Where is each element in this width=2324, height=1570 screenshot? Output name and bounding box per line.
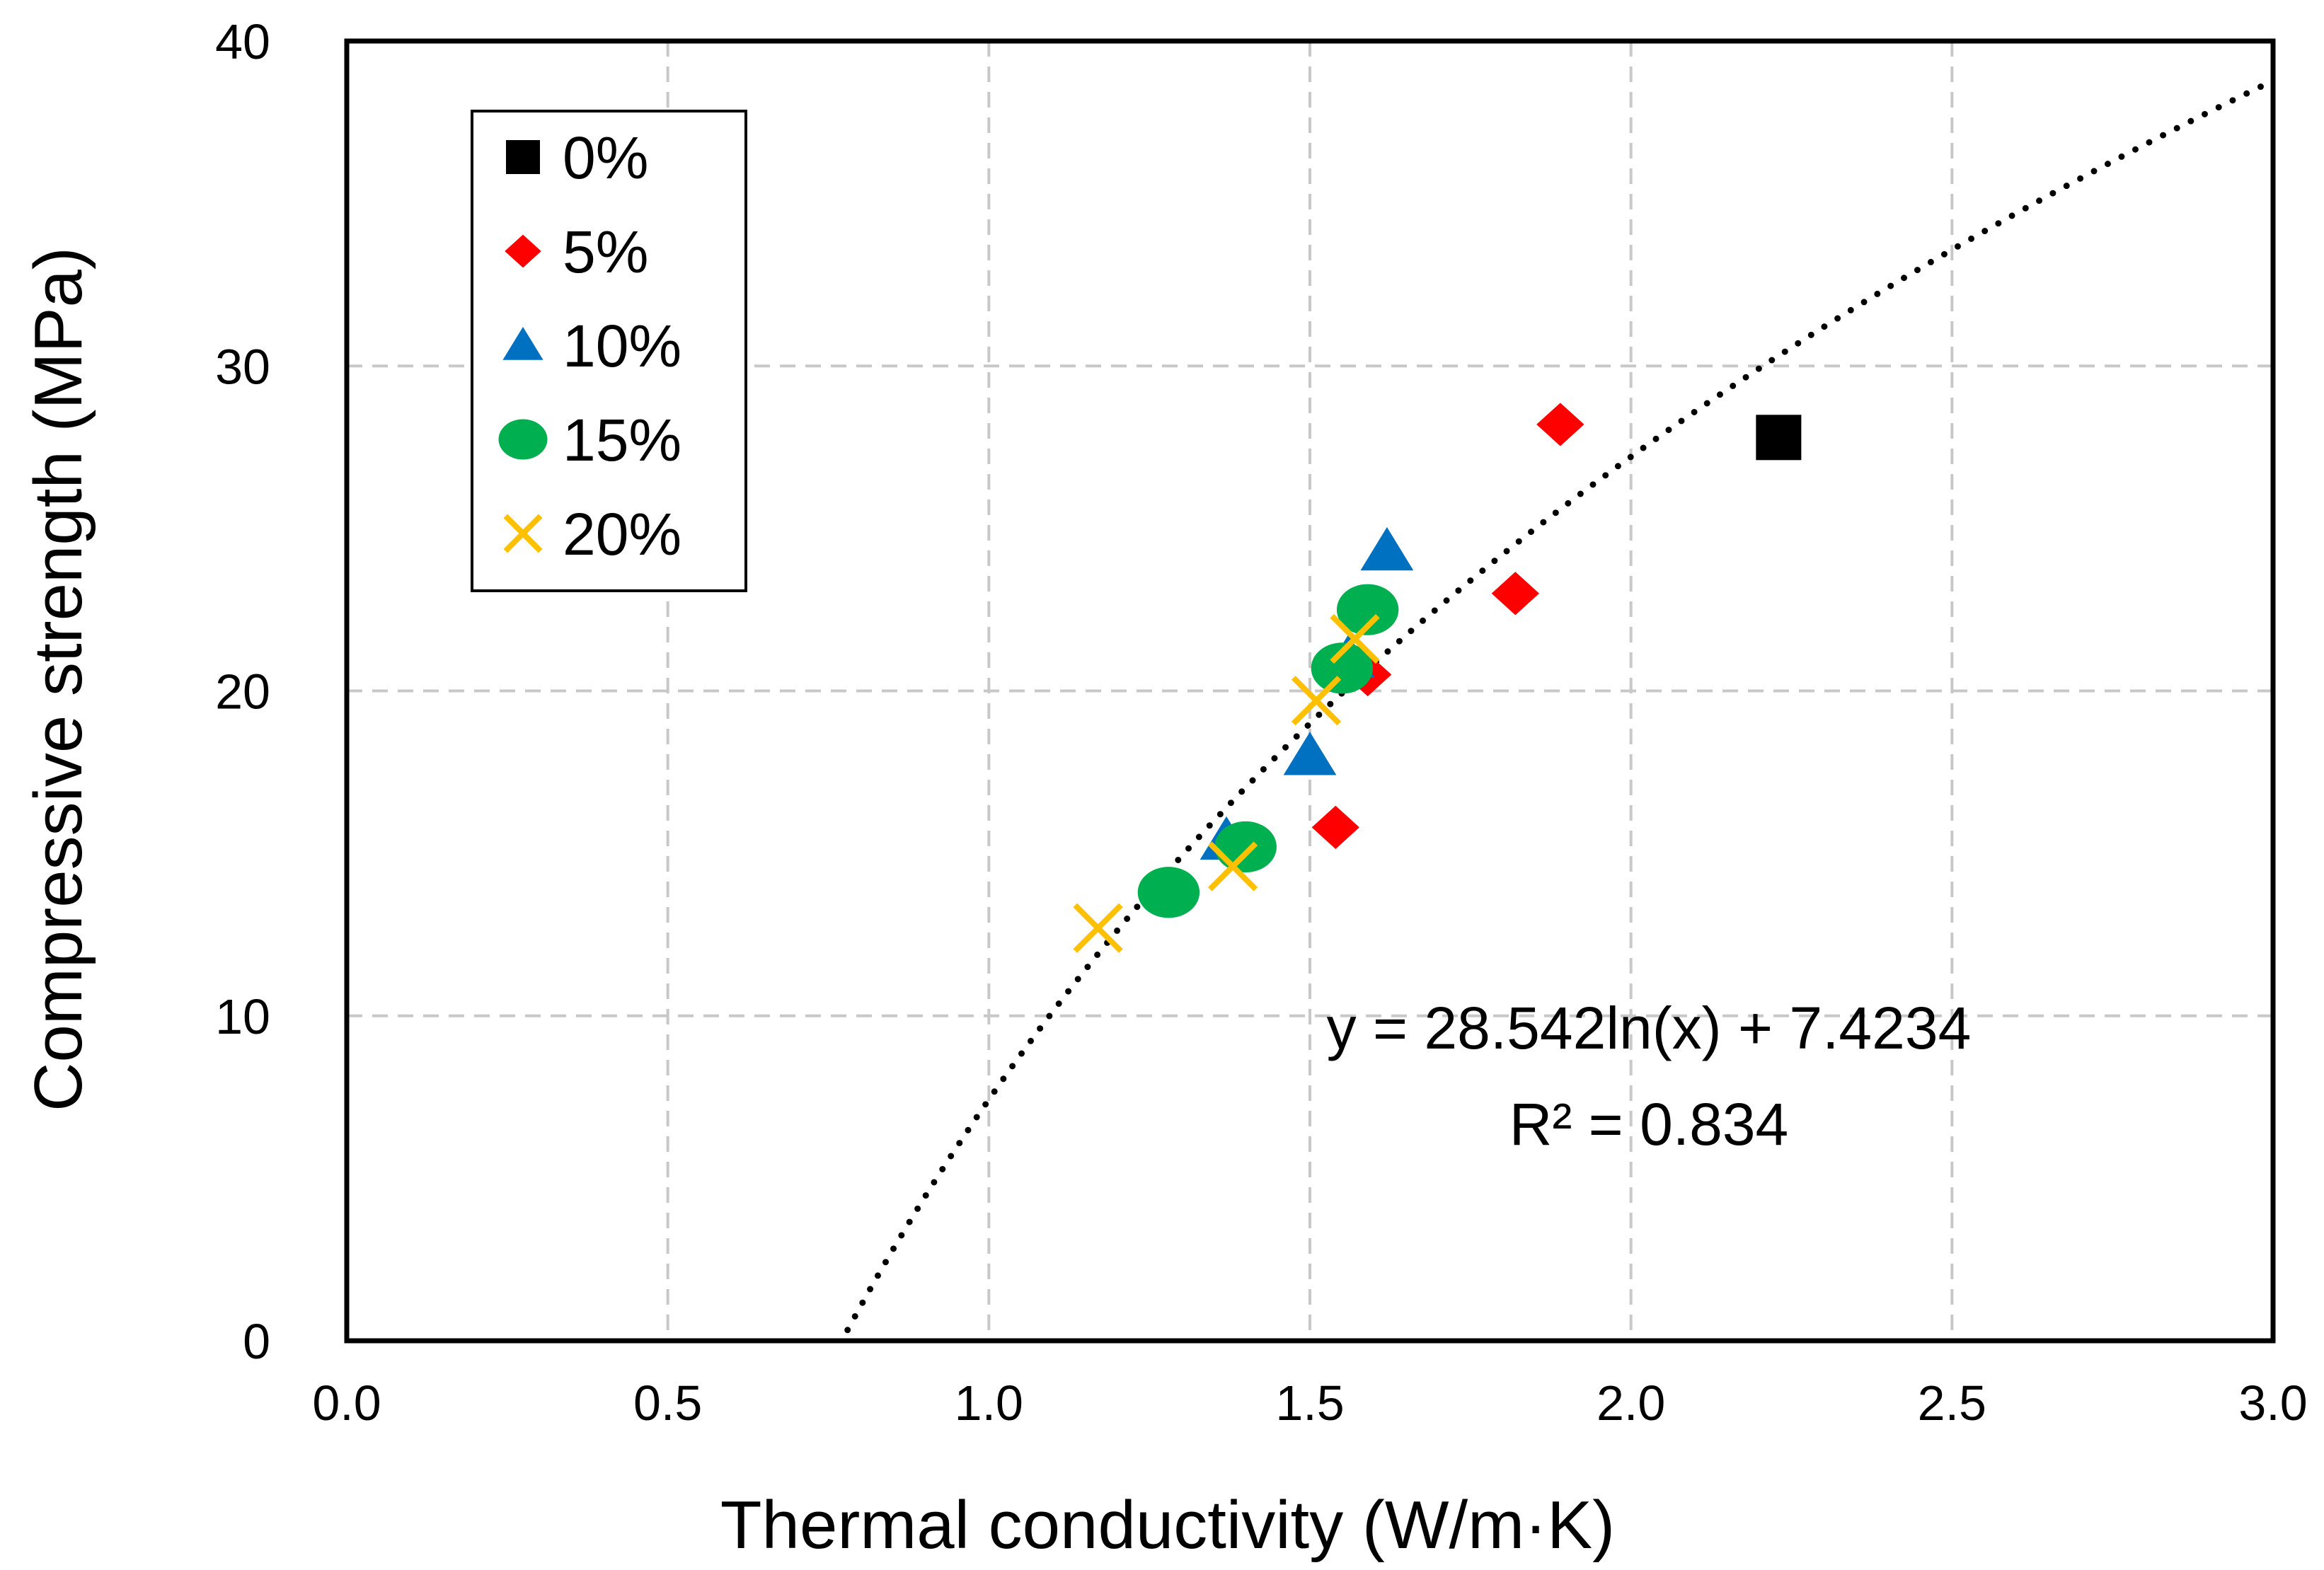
data-point xyxy=(1311,642,1374,694)
legend-marker xyxy=(502,327,543,360)
x-tick-label: 3.0 xyxy=(2238,1375,2307,1431)
data-points xyxy=(1073,403,1802,953)
x-tick-label: 2.5 xyxy=(1918,1375,1986,1431)
x-tick-label: 0.5 xyxy=(633,1375,702,1431)
data-point xyxy=(1311,805,1359,849)
data-point xyxy=(1207,841,1258,891)
data-point xyxy=(1360,527,1414,571)
legend-label: 10% xyxy=(563,313,681,379)
legend-label: 0% xyxy=(563,125,648,191)
plot-area-frame xyxy=(344,38,2276,1344)
series-15pct xyxy=(1137,584,1399,918)
r-squared-value: R² = 0.834 xyxy=(1509,1091,1789,1158)
y-tick-label: 0 xyxy=(243,1314,270,1369)
series-0pct xyxy=(1756,415,1802,461)
legend-marker xyxy=(498,419,548,460)
data-point xyxy=(1330,613,1380,664)
x-axis-title: Thermal conductivity (W/m·K) xyxy=(720,1487,1615,1563)
data-point xyxy=(1214,821,1277,873)
data-point xyxy=(1291,676,1342,726)
x-tick-label: 1.0 xyxy=(955,1375,1023,1431)
data-point-stroke xyxy=(1330,613,1380,664)
data-point-stroke xyxy=(1291,676,1342,726)
trendline-equation: y = 28.542ln(x) + 7.4234 xyxy=(1327,995,1972,1061)
data-point xyxy=(1491,572,1540,616)
data-point-stroke xyxy=(1207,841,1258,891)
y-tick-label: 40 xyxy=(215,14,270,69)
legend-label: 5% xyxy=(563,219,648,285)
x-axis-ticks: 0.0 0.5 1.0 1.5 2.0 2.5 3.0 xyxy=(312,1375,2307,1431)
y-axis-ticks: 0 10 20 30 40 xyxy=(215,14,270,1369)
data-point xyxy=(1073,903,1123,953)
legend-marker xyxy=(505,234,541,268)
legend: 0% 5% 10% 15% 20% xyxy=(471,110,747,592)
series-20pct xyxy=(1073,613,1380,953)
x-tick-label: 1.5 xyxy=(1275,1375,1344,1431)
data-point xyxy=(1536,403,1584,446)
legend-marker xyxy=(503,514,543,553)
legend-label: 15% xyxy=(563,407,681,473)
y-tick-label: 20 xyxy=(215,664,270,720)
legend-marker xyxy=(506,140,540,174)
data-point xyxy=(1336,584,1399,635)
legend-marker-stroke xyxy=(503,514,543,553)
x-tick-label: 0.0 xyxy=(312,1375,381,1431)
data-point xyxy=(1283,732,1337,775)
y-tick-label: 10 xyxy=(215,989,270,1044)
legend-label: 20% xyxy=(563,501,681,567)
y-tick-label: 30 xyxy=(215,339,270,394)
data-point xyxy=(1137,867,1200,918)
y-axis-title: Compressive strength (MPa) xyxy=(21,247,96,1112)
data-point-stroke xyxy=(1073,903,1123,953)
data-point xyxy=(1756,415,1802,461)
x-tick-label: 2.0 xyxy=(1597,1375,1665,1431)
